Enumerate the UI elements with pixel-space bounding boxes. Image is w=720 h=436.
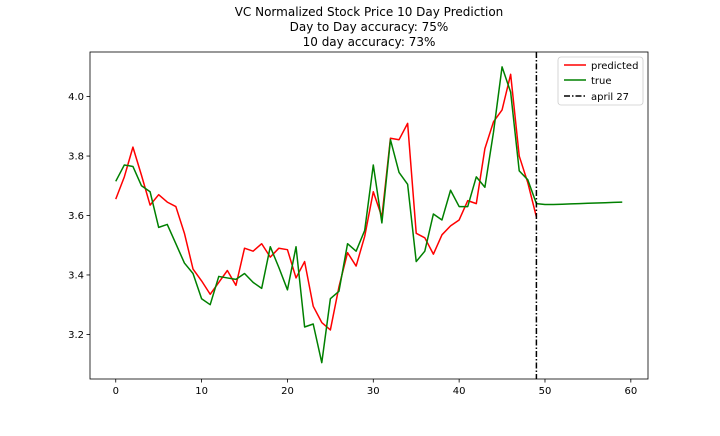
- series-line-predicted: [115, 73, 538, 331]
- chart-title-line-2: Day to Day accuracy: 75%: [290, 20, 449, 34]
- x-tick-label: 40: [453, 386, 466, 397]
- chart-title: VC Normalized Stock Price 10 Day Predict…: [235, 5, 504, 49]
- y-tick-label: 3.6: [68, 211, 84, 222]
- legend: predicted true april 27: [557, 56, 644, 106]
- y-tick-label: 3.2: [68, 330, 84, 341]
- axes: 0 10 20 30 40 50 60 3.2 3.4 3.6 3.8 4.0: [68, 92, 637, 397]
- chart-title-line-1: VC Normalized Stock Price 10 Day Predict…: [235, 5, 504, 19]
- y-tick-label: 3.4: [68, 270, 84, 281]
- x-tick-label: 0: [113, 386, 119, 397]
- x-tick-label: 10: [195, 386, 208, 397]
- plot-frame: [89, 51, 649, 380]
- legend-box: [557, 56, 644, 106]
- series-layer: [115, 52, 623, 379]
- chart-title-line-3: 10 day accuracy: 73%: [303, 35, 436, 49]
- x-tick-label: 20: [281, 386, 294, 397]
- y-tick-label: 3.8: [68, 152, 84, 163]
- legend-label-predicted: predicted: [591, 61, 638, 72]
- y-tick-label: 4.0: [68, 92, 84, 103]
- x-tick-label: 30: [367, 386, 380, 397]
- series-line-true: [115, 66, 623, 364]
- legend-label-true: true: [591, 76, 612, 87]
- x-tick-label: 50: [539, 386, 552, 397]
- legend-label-vline: april 27: [591, 92, 629, 103]
- x-tick-label: 60: [624, 386, 637, 397]
